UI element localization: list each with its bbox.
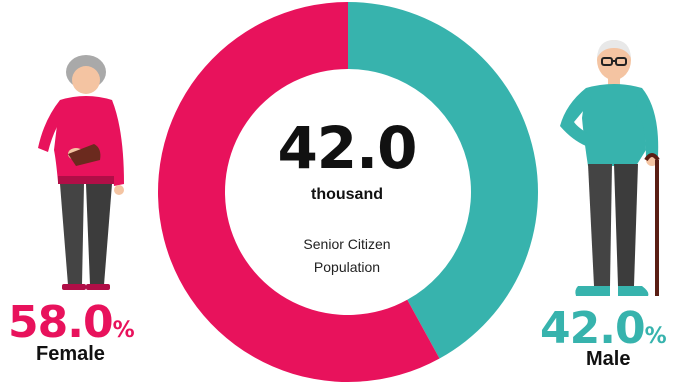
donut-slice-male bbox=[348, 2, 539, 359]
male-percent: 42.0% bbox=[540, 306, 667, 360]
elderly-man-with-cane-icon bbox=[560, 40, 660, 296]
center-unit: thousand bbox=[311, 186, 383, 203]
center-label: Senior Citizen Population bbox=[262, 233, 432, 279]
male-label: Male bbox=[586, 348, 631, 370]
center-value: 42.0 bbox=[277, 114, 417, 182]
male-percent-value: 42.0 bbox=[540, 303, 646, 354]
female-percent-symbol: % bbox=[112, 318, 135, 343]
female-label: Female bbox=[36, 343, 105, 365]
male-percent-symbol: % bbox=[644, 324, 667, 349]
elderly-woman-icon bbox=[38, 55, 124, 290]
donut-slice-female bbox=[158, 2, 440, 382]
female-percent-value: 58.0 bbox=[8, 297, 114, 348]
female-percent: 58.0% bbox=[8, 300, 135, 354]
center-label-line-1: Senior Citizen bbox=[303, 236, 391, 252]
center-label-line-2: Population bbox=[313, 259, 381, 275]
